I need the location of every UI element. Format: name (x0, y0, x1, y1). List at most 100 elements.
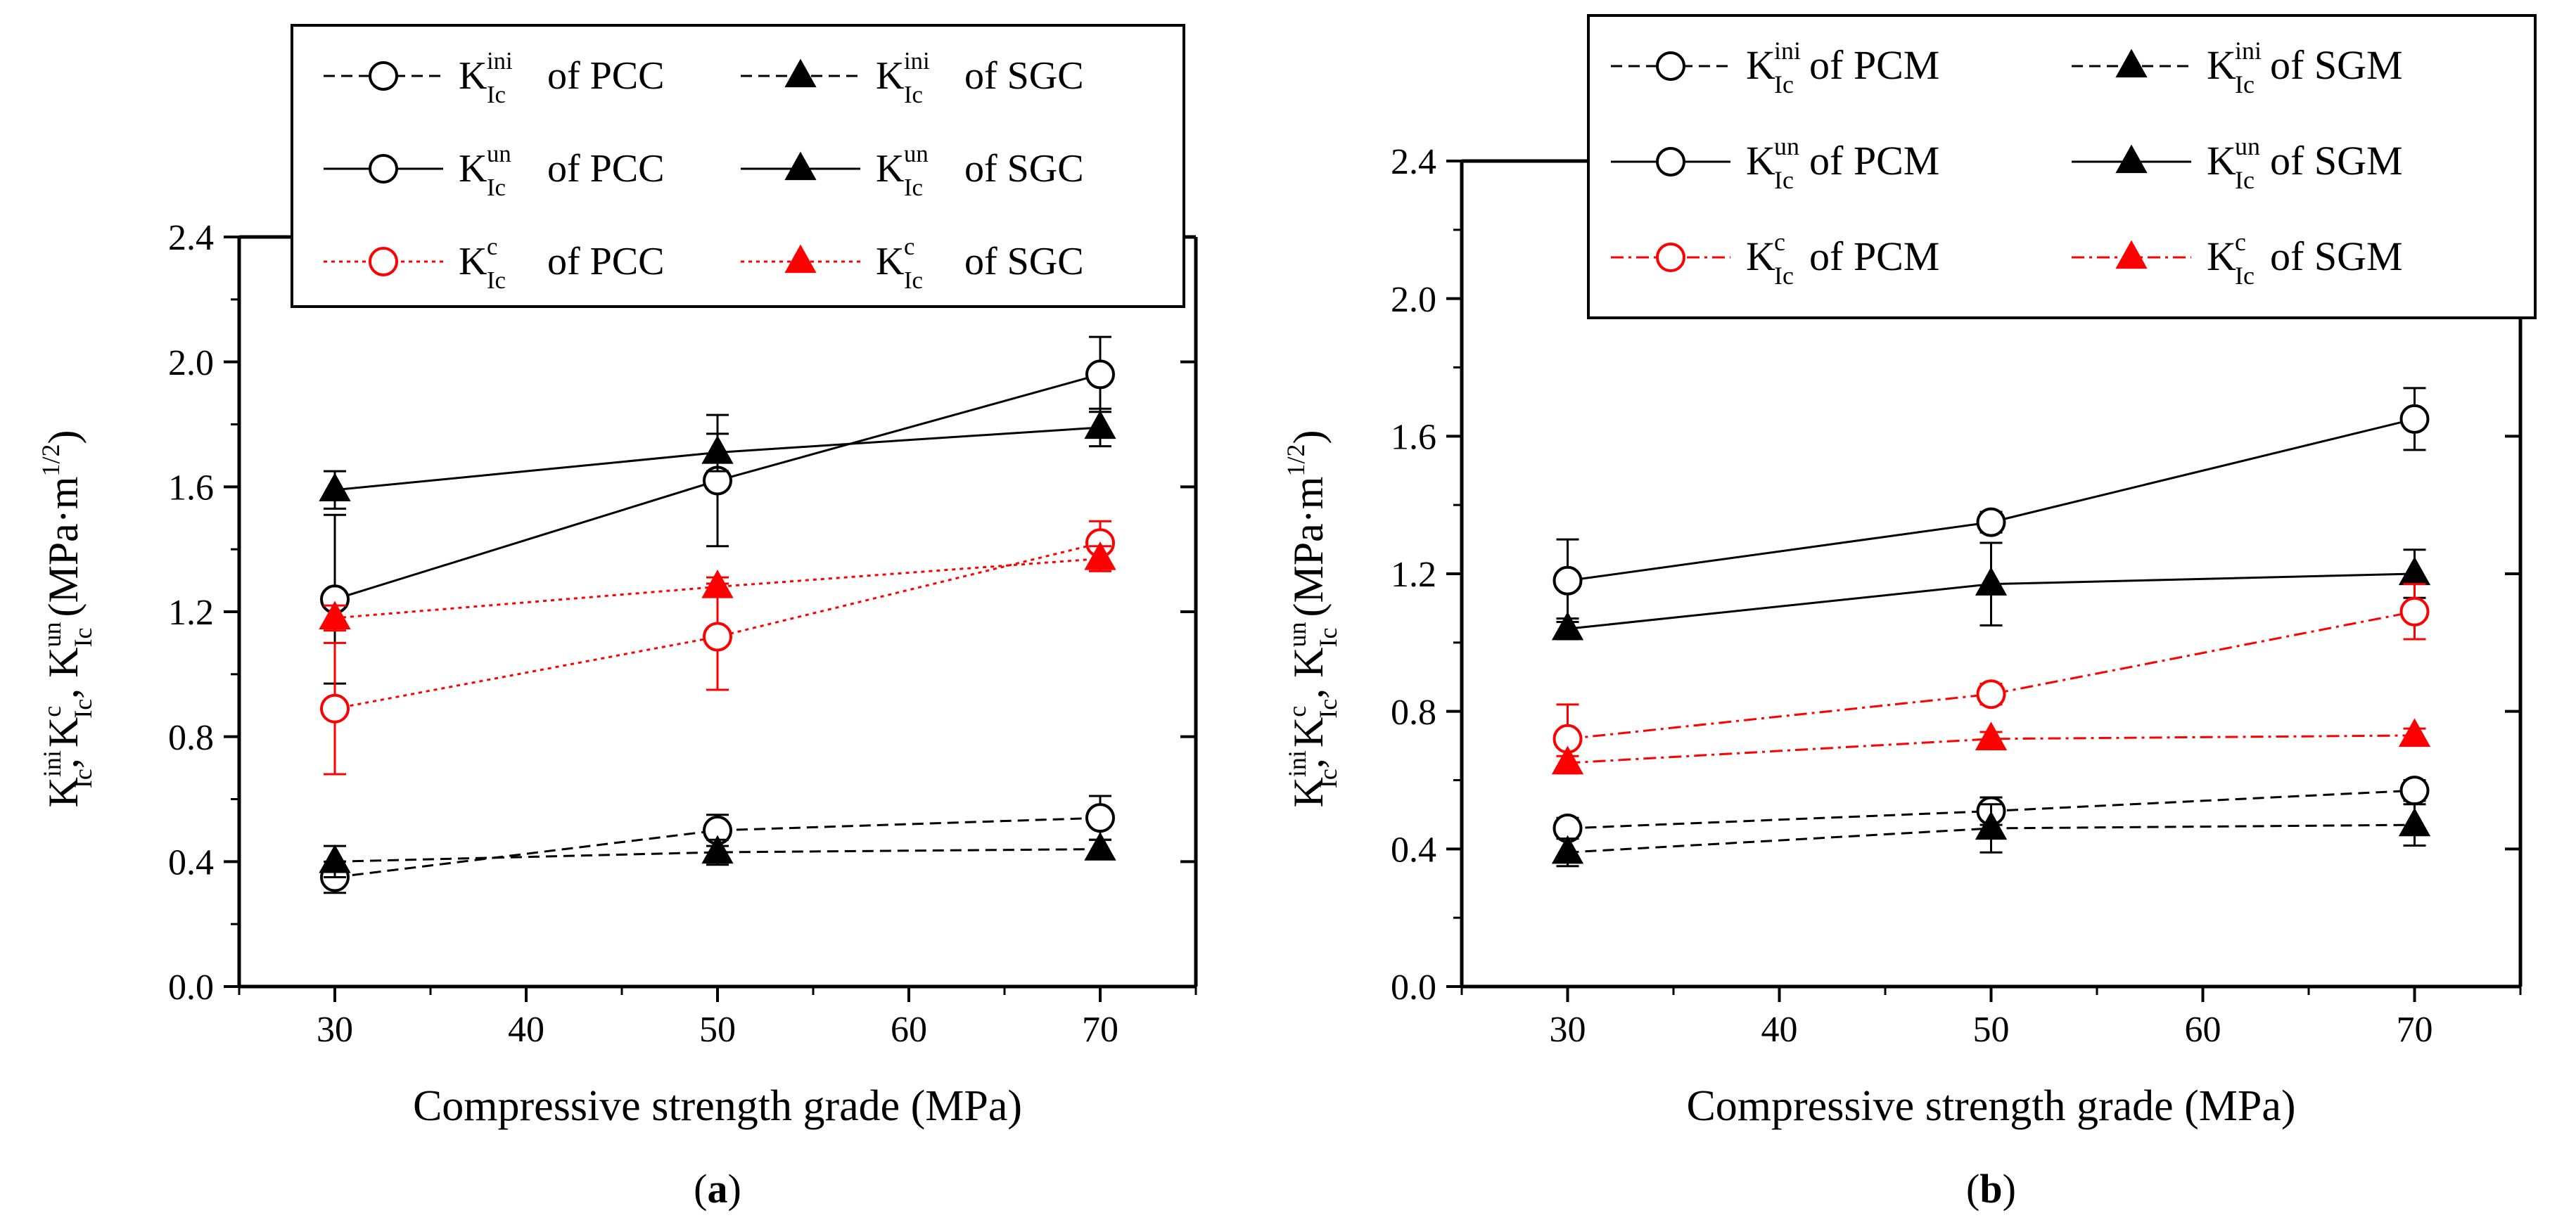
data-point (319, 473, 351, 501)
y-axis-label-sep (1285, 617, 1332, 628)
x-tick-label: 30 (317, 1010, 353, 1050)
y-tick-label: 0.0 (168, 968, 214, 1008)
series-line (334, 816, 1101, 879)
series-1 (1551, 803, 2431, 868)
y-axis-label-sub: Ic (1314, 769, 1342, 788)
legend-sup: un (1774, 132, 1799, 160)
data-point (1975, 721, 2008, 750)
legend-label: of PCM (1809, 233, 1939, 279)
y-tick-label: 2.0 (168, 343, 214, 383)
y-axis-label-sup: ini (1283, 750, 1311, 777)
x-tick-label: 30 (1550, 1010, 1586, 1050)
legend-label: of PCC (547, 147, 665, 191)
legend-sup: c (487, 233, 497, 260)
legend-item: Kc Ic of SGM (2072, 228, 2403, 290)
legend-sub: Ic (2235, 262, 2255, 290)
legend-item: Kc Ic of PCM (1611, 228, 1939, 290)
legend-sup: ini (2235, 37, 2262, 65)
legend-marker (784, 151, 817, 181)
y-tick-label: 2.0 (1391, 280, 1436, 320)
y-axis-label-sep: , (1285, 678, 1332, 699)
y-axis-label-sep: , (1285, 747, 1332, 769)
x-tick-label: 60 (2185, 1010, 2221, 1050)
y-axis-label-k: K (40, 717, 87, 747)
legend-k: K (1746, 138, 1775, 184)
legend-marker (369, 61, 398, 91)
y-axis-label-sub: Ic (1314, 628, 1342, 648)
x-tick-label: 50 (699, 1010, 736, 1050)
legend-k: K (876, 54, 904, 98)
x-tick-label: 70 (1082, 1010, 1118, 1050)
y-axis-label-k: K (40, 647, 87, 677)
legend-sub: Ic (904, 81, 923, 108)
y-axis-label-units: (MPa·m (1285, 477, 1332, 617)
legend-label: of PCM (1809, 138, 1939, 184)
legend-label: of SGM (2270, 233, 2403, 279)
panel-a: 0.0 0.4 0.8 1.2 1.6 2.0 2.4 30 40 50 60 70 Compressi… (37, 24, 1198, 1212)
y-axis-label-sup: un (1283, 622, 1311, 647)
y-axis-label-close: ) (40, 430, 87, 444)
legend-sup: un (904, 140, 929, 167)
x-axis-label: Compressive strength grade (MPa) (413, 1082, 1022, 1130)
panel-label: (b) (1966, 1166, 2016, 1212)
y-axis-label-sup: ini (38, 750, 66, 777)
y-axis-label-sub: Ic (69, 628, 97, 648)
y-tick-label: 1.6 (168, 468, 214, 508)
y-tick-label: 2.4 (1391, 142, 1436, 182)
y-tick-label: 0.8 (1391, 693, 1436, 733)
legend-marker (369, 154, 398, 184)
x-tick-label: 50 (1973, 1010, 2010, 1050)
series-4 (320, 520, 1115, 776)
data-point (2399, 404, 2430, 434)
y-axis-label: KiniIc, Kc Ic, Kun Ic (MPa·m1/2) (37, 430, 97, 808)
y-axis-label-units: (MPa·m (40, 477, 87, 617)
data-point (2399, 596, 2430, 627)
y-tick-label: 0.0 (1391, 968, 1436, 1008)
y-axis-label-sup: c (1283, 706, 1311, 717)
legend-marker (2115, 144, 2148, 174)
legend-sup: un (2235, 132, 2260, 160)
data-point (1975, 567, 2008, 596)
series-2 (320, 335, 1115, 685)
data-point (319, 601, 351, 630)
legend-sup: ini (487, 47, 513, 75)
series-3 (319, 407, 1116, 510)
data-point (701, 435, 734, 464)
y-axis-label-sep (40, 617, 87, 628)
series-1 (319, 832, 1116, 879)
y-axis-label-units-exp: 1/2 (37, 444, 65, 477)
legend-label: of SGM (2270, 138, 2403, 184)
y-axis-label-units-exp: 1/2 (1282, 444, 1310, 477)
legend-k: K (459, 147, 487, 191)
legend-label: of SGM (2270, 42, 2403, 88)
x-tick-label: 40 (508, 1010, 544, 1050)
legend-box (1587, 14, 2537, 319)
legend-label: of PCM (1809, 42, 1939, 88)
legend-k: K (2207, 233, 2236, 279)
data-point (320, 693, 350, 724)
y-axis-label-sep: , (40, 678, 87, 699)
legend-sub: Ic (487, 174, 506, 201)
legend-k: K (876, 240, 904, 283)
legend-marker (369, 247, 398, 276)
data-point (701, 835, 734, 864)
data-point (1976, 507, 2006, 537)
legend-marker (1656, 243, 1685, 272)
legend-label: of SGC (964, 147, 1084, 191)
series-line (1567, 610, 2415, 740)
y-tick-label: 2.4 (168, 218, 214, 258)
legend: Kini Ic of PCM Kini Ic of SGM Kun Ic of PCM Kun Ic… (1587, 14, 2537, 319)
legend-sub: Ic (904, 267, 923, 294)
legend-marker (784, 58, 817, 88)
y-axis-label-sup: c (38, 706, 66, 717)
data-point (1551, 745, 1584, 775)
data-point (1551, 835, 1584, 864)
y-axis-label-close: ) (1285, 430, 1332, 444)
legend-item: Kun Ic of SGM (2072, 132, 2403, 194)
y-axis-label-k: K (1285, 717, 1332, 747)
data-point (319, 844, 351, 873)
y-tick-label: 0.4 (1391, 830, 1436, 871)
